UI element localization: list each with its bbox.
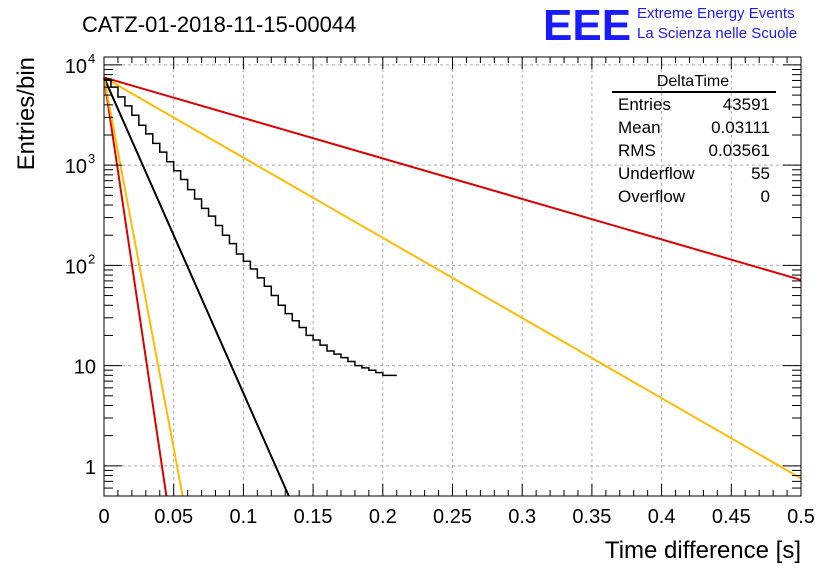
x-tick-label: 0 bbox=[98, 506, 109, 528]
y-tick-label: 10 bbox=[74, 357, 96, 379]
eee-logo-letters: EEE bbox=[543, 1, 631, 50]
x-axis-label: Time difference [s] bbox=[605, 537, 801, 564]
x-tick-label: 0.15 bbox=[294, 506, 333, 528]
y-tick-label: 10 bbox=[65, 256, 87, 278]
y-tick-exponent: 3 bbox=[88, 151, 95, 166]
x-tick-label: 0.3 bbox=[508, 506, 536, 528]
x-tick-label: 0.1 bbox=[229, 506, 257, 528]
fit-line bbox=[103, 76, 802, 480]
x-tick-label: 0.45 bbox=[712, 506, 751, 528]
fit-line bbox=[103, 76, 802, 281]
y-tick-label: 10 bbox=[65, 56, 87, 78]
fit-line bbox=[103, 77, 184, 497]
x-tick-label: 0.05 bbox=[154, 506, 193, 528]
stats-row-label: Underflow bbox=[618, 164, 695, 183]
stats-row-value: 55 bbox=[751, 164, 770, 183]
fit-line bbox=[103, 77, 290, 497]
fit-line bbox=[103, 77, 168, 497]
stats-box: DeltaTime Entries 43591 Mean 0.03111 RMS 0.03… bbox=[612, 73, 776, 206]
x-tick-label: 0.25 bbox=[433, 506, 472, 528]
stats-row-value: 0.03111 bbox=[711, 118, 770, 137]
stats-row-value: 0 bbox=[761, 187, 770, 206]
y-axis-label: Entries/bin bbox=[13, 57, 40, 170]
stats-row-label: Overflow bbox=[618, 187, 686, 206]
x-tick-label: 0.5 bbox=[787, 506, 815, 528]
plot-grid bbox=[104, 57, 801, 496]
eee-logo-line2: La Scienza nelle Scuole bbox=[637, 25, 797, 42]
stats-row-value: 0.03561 bbox=[709, 141, 770, 160]
y-tick-exponent: 4 bbox=[88, 51, 95, 66]
x-tick-label: 0.4 bbox=[648, 506, 676, 528]
stats-row-label: Mean bbox=[618, 118, 661, 137]
y-tick-label: 10 bbox=[65, 156, 87, 178]
stats-title: DeltaTime bbox=[657, 73, 729, 90]
chart-title: CATZ-01-2018-11-15-00044 bbox=[82, 12, 356, 37]
stats-row-label: RMS bbox=[618, 141, 656, 160]
y-tick-exponent: 2 bbox=[88, 251, 95, 266]
histogram-series bbox=[104, 78, 397, 377]
eee-logo-line1: Extreme Energy Events bbox=[637, 5, 795, 22]
x-tick-label: 0.2 bbox=[369, 506, 397, 528]
y-tick-label: 1 bbox=[85, 457, 96, 479]
fit-lines bbox=[103, 76, 802, 497]
eee-logo: EEE Extreme Energy Events La Scienza nel… bbox=[543, 1, 797, 50]
x-axis-ticks: 0 0.05 0.1 0.15 0.2 0.25 0.3 0.35 0.4 0.45 0.5 bbox=[98, 57, 815, 528]
stats-rows: Entries 43591 Mean 0.03111 RMS 0.03561 Underfl… bbox=[618, 95, 770, 206]
x-tick-label: 0.35 bbox=[572, 506, 611, 528]
stats-row-value: 43591 bbox=[723, 95, 770, 114]
stats-row-label: Entries bbox=[618, 95, 671, 114]
